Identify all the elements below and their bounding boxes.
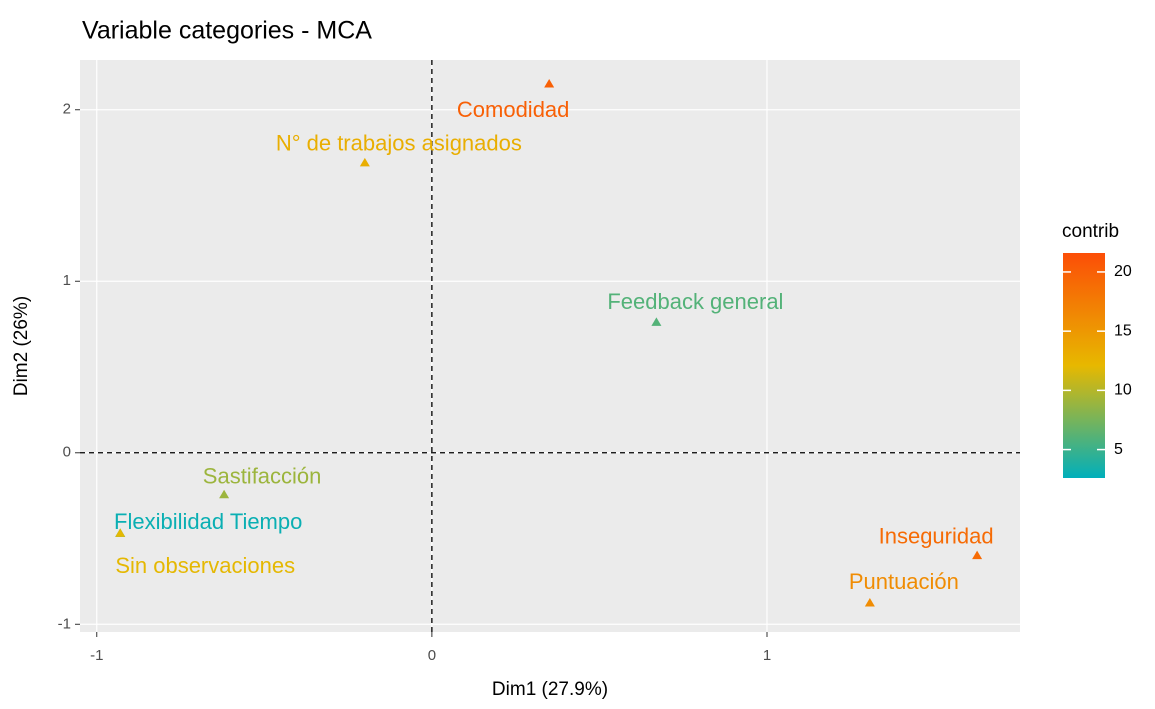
panel	[80, 60, 1020, 632]
y-tick-label: -1	[58, 615, 71, 632]
point-label: Puntuación	[849, 569, 959, 594]
legend-tick-label: 15	[1114, 322, 1132, 339]
point	[219, 489, 230, 499]
point	[972, 550, 983, 560]
point-label: Comodidad	[457, 97, 570, 122]
x-tick-label: -1	[90, 647, 103, 664]
point-label: N° de trabajos asignados	[276, 131, 522, 156]
point-label: Inseguridad	[879, 523, 994, 548]
point	[544, 79, 555, 88]
x-axis-label: Dim1 (27.9%)	[492, 679, 608, 700]
point-label: Flexibilidad Tiempo	[114, 509, 302, 534]
y-tick-label: 2	[63, 101, 71, 118]
chart-title: Variable categories - MCA	[82, 17, 372, 45]
x-tick-label: 0	[428, 647, 436, 664]
point-label: Feedback general	[607, 289, 783, 314]
x-tick-label: 1	[763, 647, 771, 664]
point	[864, 598, 875, 607]
colorbar	[1063, 253, 1105, 478]
legend-title: contrib	[1062, 221, 1119, 242]
point	[115, 528, 126, 537]
legend-tick-label: 20	[1114, 263, 1132, 280]
y-axis-label: Dim2 (26%)	[11, 296, 32, 396]
legend-tick-label: 5	[1114, 441, 1123, 458]
point	[359, 157, 370, 167]
point-label: Sastifacción	[203, 464, 322, 489]
legend-tick-label: 10	[1114, 382, 1132, 399]
point-label: Sin observaciones	[115, 553, 295, 578]
y-tick-label: 0	[63, 444, 71, 461]
point	[651, 317, 662, 326]
y-tick-label: 1	[63, 272, 71, 289]
